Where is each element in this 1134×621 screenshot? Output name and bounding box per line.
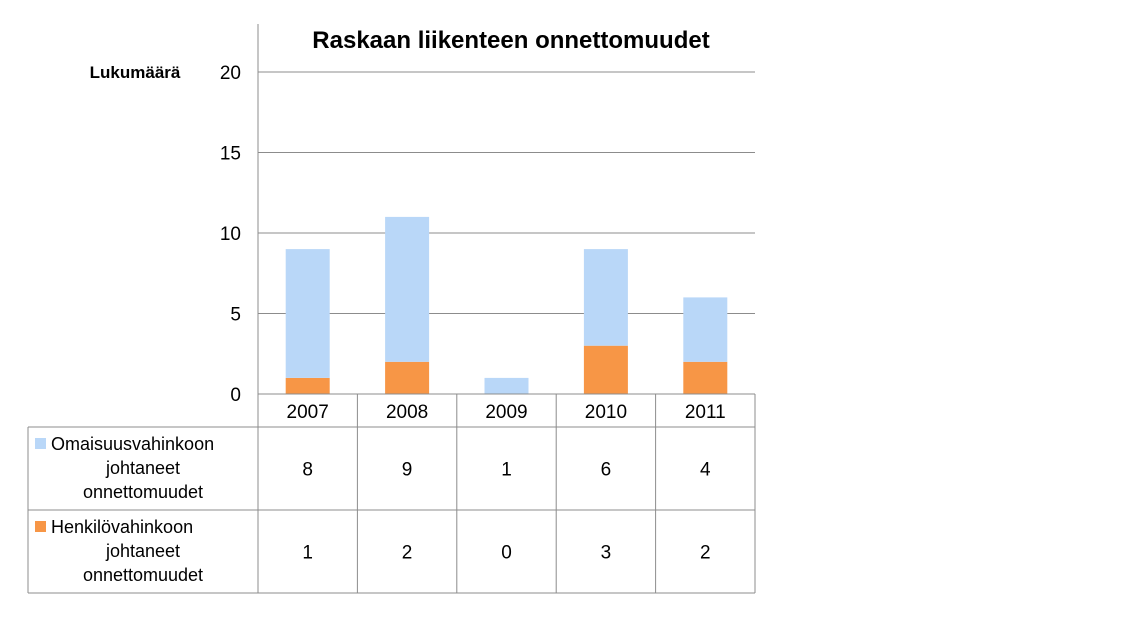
y-axis-label: Lukumäärä: [90, 63, 181, 82]
gridlines: [257, 24, 755, 394]
legend-label-line: johtaneet: [105, 458, 180, 478]
bar-segment-henkilovahinko-2010: [583, 345, 628, 394]
table-value-cell: 8: [302, 460, 313, 481]
x-category-label: 2008: [386, 402, 428, 423]
legend-label-line: johtaneet: [105, 541, 180, 561]
y-tick-label: 10: [220, 224, 241, 245]
y-tick-label: 5: [230, 305, 241, 326]
chart-title: Raskaan liikenteen onnettomuudet: [312, 27, 709, 54]
y-tick-label: 15: [220, 144, 241, 165]
bar-segment-henkilovahinko-2008: [385, 361, 430, 394]
legend-label-line: onnettomuudet: [83, 482, 203, 502]
bar-segment-henkilovahinko-2007: [285, 377, 330, 394]
data-table: 2007 2008 2009 2010 2011Omaisuusvahinkoonjoh…: [27, 393, 756, 594]
bar-segment-omaisuusvahinko-2009: [484, 377, 529, 394]
table-value-cell: 6: [601, 460, 612, 481]
x-category-label: 2011: [685, 402, 726, 423]
table-value-cell: 0: [501, 543, 512, 564]
x-category-label: 2009: [485, 402, 527, 423]
bar-segment-omaisuusvahinko-2011: [683, 297, 728, 362]
x-category-label: 2007: [287, 402, 329, 423]
table-value-cell: 2: [700, 543, 711, 564]
table-value-cell: 1: [501, 460, 512, 481]
bar-segment-omaisuusvahinko-2010: [583, 249, 628, 346]
bars: [285, 216, 728, 394]
table-value-cell: 9: [402, 460, 413, 481]
table-value-cell: 1: [302, 543, 313, 564]
legend-swatch: [35, 438, 46, 449]
legend-label-line: Omaisuusvahinkoon: [51, 434, 214, 454]
bar-segment-henkilovahinko-2011: [683, 361, 728, 394]
y-tick-label: 0: [230, 385, 241, 406]
table-value-cell: 2: [402, 543, 413, 564]
legend-label-line: onnettomuudet: [83, 565, 203, 585]
bar-segment-omaisuusvahinko-2008: [385, 216, 430, 362]
table-value-cell: 4: [700, 460, 711, 481]
y-tick-labels: 0 5 10 15 20: [220, 63, 241, 406]
bar-segment-omaisuusvahinko-2007: [285, 249, 330, 378]
legend-swatch: [35, 521, 46, 532]
x-category-label: 2010: [585, 402, 627, 423]
table-value-cell: 3: [601, 543, 612, 564]
y-tick-label: 20: [220, 63, 241, 84]
legend-label-line: Henkilövahinkoon: [51, 517, 193, 537]
